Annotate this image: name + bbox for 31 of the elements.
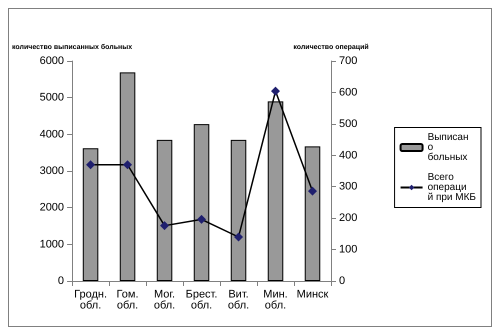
point <box>234 232 244 242</box>
y-tick-label: 0 <box>58 275 64 287</box>
y2-tick-label: 400 <box>339 149 358 162</box>
x-tick-label: Вит. обл. <box>228 288 250 312</box>
x-tick-label: Минск <box>296 288 329 300</box>
y-tick-label: 1000 <box>40 238 64 250</box>
point <box>197 214 206 224</box>
point <box>308 186 318 196</box>
y-tick-label: 5000 <box>40 92 64 104</box>
point <box>271 86 280 96</box>
y2-tick-label: 300 <box>339 180 358 193</box>
y-tick-label: 3000 <box>40 165 64 177</box>
x-tick-label: Мог. обл. <box>154 288 176 312</box>
x-tick-label: Брест. обл. <box>186 288 218 312</box>
point <box>123 160 132 170</box>
legend-label: Выписано больных <box>428 132 469 163</box>
y-tick-label: 2000 <box>40 202 64 214</box>
legend-label: Всего операций при МКБ <box>428 172 476 203</box>
point <box>160 221 170 230</box>
y2-tick-label: 700 <box>339 55 358 67</box>
y2-tick-label: 500 <box>339 118 358 130</box>
y2-tick-label: 200 <box>339 212 358 224</box>
y2-tick-label: 0 <box>339 275 346 287</box>
x-tick-label: Мин. обл. <box>263 288 288 312</box>
y2-tick-label: 100 <box>339 244 358 256</box>
x-tick-label: Гом. обл. <box>116 288 139 312</box>
y-tick-label: 4000 <box>40 128 64 140</box>
x-tick-label: Гродн. обл. <box>74 288 107 312</box>
y-tick-label: 6000 <box>40 55 64 67</box>
point <box>86 160 96 170</box>
y2-tick-label: 600 <box>339 86 358 98</box>
